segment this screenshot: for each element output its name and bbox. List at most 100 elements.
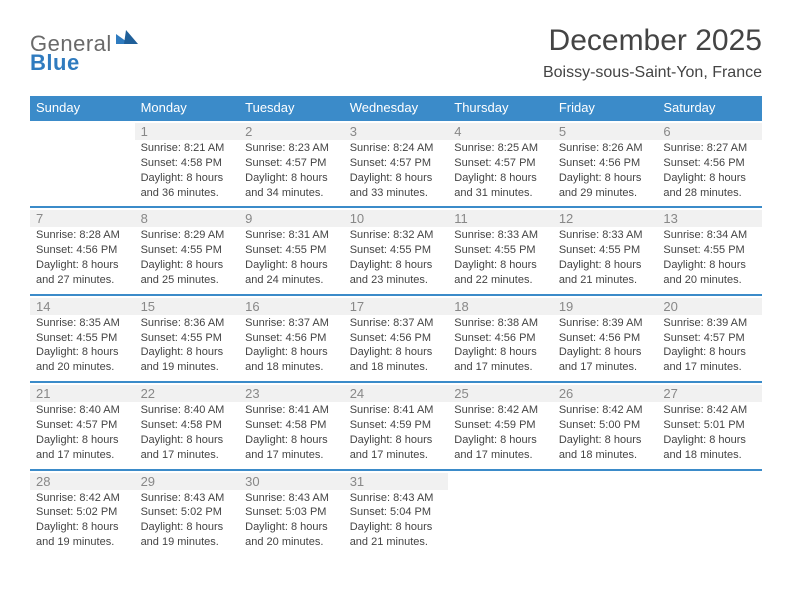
- day-cell: 21Sunrise: 8:40 AMSunset: 4:57 PMDayligh…: [30, 382, 135, 469]
- cell-sunrise: Sunrise: 8:42 AM: [663, 403, 756, 418]
- day-number: 9: [239, 210, 344, 227]
- cell-sunrise: Sunrise: 8:31 AM: [245, 228, 338, 243]
- cell-sunrise: Sunrise: 8:29 AM: [141, 228, 234, 243]
- day-cell: 4Sunrise: 8:25 AMSunset: 4:57 PMDaylight…: [448, 120, 553, 207]
- day-number: 7: [30, 210, 135, 227]
- cell-d1: Daylight: 8 hours: [245, 258, 338, 273]
- logo-mark-icon: [116, 28, 138, 49]
- week-row: 1Sunrise: 8:21 AMSunset: 4:58 PMDaylight…: [30, 120, 762, 207]
- weekday-header: Sunday: [30, 96, 135, 120]
- cell-sunrise: Sunrise: 8:39 AM: [559, 316, 652, 331]
- cell-sunrise: Sunrise: 8:41 AM: [350, 403, 443, 418]
- cell-d2: and 17 minutes.: [663, 360, 756, 375]
- cell-sunrise: Sunrise: 8:39 AM: [663, 316, 756, 331]
- cell-d2: and 17 minutes.: [36, 448, 129, 463]
- cell-d1: Daylight: 8 hours: [454, 171, 547, 186]
- week-row: 7Sunrise: 8:28 AMSunset: 4:56 PMDaylight…: [30, 207, 762, 294]
- cell-sunset: Sunset: 4:56 PM: [454, 331, 547, 346]
- cell-sunset: Sunset: 5:02 PM: [36, 505, 129, 520]
- day-cell: 5Sunrise: 8:26 AMSunset: 4:56 PMDaylight…: [553, 120, 658, 207]
- day-cell: 7Sunrise: 8:28 AMSunset: 4:56 PMDaylight…: [30, 207, 135, 294]
- cell-d1: Daylight: 8 hours: [36, 433, 129, 448]
- cell-sunrise: Sunrise: 8:42 AM: [454, 403, 547, 418]
- title-block: December 2025 Boissy-sous-Saint-Yon, Fra…: [543, 24, 762, 82]
- cell-sunrise: Sunrise: 8:40 AM: [36, 403, 129, 418]
- cell-d2: and 19 minutes.: [36, 535, 129, 550]
- day-number: 6: [657, 123, 762, 140]
- cell-d1: Daylight: 8 hours: [141, 433, 234, 448]
- cell-d2: and 19 minutes.: [141, 535, 234, 550]
- day-cell: [448, 470, 553, 556]
- day-cell: 14Sunrise: 8:35 AMSunset: 4:55 PMDayligh…: [30, 295, 135, 382]
- cell-sunset: Sunset: 4:59 PM: [350, 418, 443, 433]
- cell-d2: and 21 minutes.: [559, 273, 652, 288]
- day-number: 10: [344, 210, 449, 227]
- day-number: 21: [30, 385, 135, 402]
- cell-d2: and 24 minutes.: [245, 273, 338, 288]
- cell-sunset: Sunset: 4:55 PM: [141, 331, 234, 346]
- cell-sunrise: Sunrise: 8:34 AM: [663, 228, 756, 243]
- cell-d2: and 17 minutes.: [141, 448, 234, 463]
- cell-sunrise: Sunrise: 8:28 AM: [36, 228, 129, 243]
- cell-sunset: Sunset: 4:57 PM: [36, 418, 129, 433]
- day-cell: 1Sunrise: 8:21 AMSunset: 4:58 PMDaylight…: [135, 120, 240, 207]
- cell-sunrise: Sunrise: 8:42 AM: [559, 403, 652, 418]
- day-cell: 27Sunrise: 8:42 AMSunset: 5:01 PMDayligh…: [657, 382, 762, 469]
- day-cell: 31Sunrise: 8:43 AMSunset: 5:04 PMDayligh…: [344, 470, 449, 556]
- day-number: 13: [657, 210, 762, 227]
- cell-d1: Daylight: 8 hours: [36, 520, 129, 535]
- day-cell: 17Sunrise: 8:37 AMSunset: 4:56 PMDayligh…: [344, 295, 449, 382]
- cell-sunrise: Sunrise: 8:33 AM: [454, 228, 547, 243]
- cell-d1: Daylight: 8 hours: [454, 345, 547, 360]
- cell-sunset: Sunset: 4:56 PM: [559, 331, 652, 346]
- cell-sunrise: Sunrise: 8:25 AM: [454, 141, 547, 156]
- cell-d1: Daylight: 8 hours: [559, 433, 652, 448]
- cell-sunset: Sunset: 4:55 PM: [245, 243, 338, 258]
- cell-sunrise: Sunrise: 8:23 AM: [245, 141, 338, 156]
- cell-d2: and 23 minutes.: [350, 273, 443, 288]
- week-row: 28Sunrise: 8:42 AMSunset: 5:02 PMDayligh…: [30, 470, 762, 556]
- cell-d1: Daylight: 8 hours: [141, 258, 234, 273]
- cell-d1: Daylight: 8 hours: [559, 258, 652, 273]
- day-cell: [30, 120, 135, 207]
- cell-sunset: Sunset: 4:57 PM: [245, 156, 338, 171]
- day-cell: 8Sunrise: 8:29 AMSunset: 4:55 PMDaylight…: [135, 207, 240, 294]
- cell-sunset: Sunset: 5:03 PM: [245, 505, 338, 520]
- day-number: 20: [657, 298, 762, 315]
- day-cell: 29Sunrise: 8:43 AMSunset: 5:02 PMDayligh…: [135, 470, 240, 556]
- cell-sunset: Sunset: 4:58 PM: [141, 156, 234, 171]
- cell-sunrise: Sunrise: 8:33 AM: [559, 228, 652, 243]
- weekday-header: Thursday: [448, 96, 553, 120]
- day-number: 12: [553, 210, 658, 227]
- cell-sunset: Sunset: 4:57 PM: [350, 156, 443, 171]
- cell-d1: Daylight: 8 hours: [559, 171, 652, 186]
- cell-d1: Daylight: 8 hours: [350, 433, 443, 448]
- day-cell: 3Sunrise: 8:24 AMSunset: 4:57 PMDaylight…: [344, 120, 449, 207]
- cell-sunset: Sunset: 4:56 PM: [245, 331, 338, 346]
- cell-sunset: Sunset: 4:57 PM: [454, 156, 547, 171]
- cell-d1: Daylight: 8 hours: [141, 171, 234, 186]
- cell-sunset: Sunset: 4:55 PM: [663, 243, 756, 258]
- cell-d2: and 28 minutes.: [663, 186, 756, 201]
- weekday-header: Friday: [553, 96, 658, 120]
- cell-sunrise: Sunrise: 8:24 AM: [350, 141, 443, 156]
- cell-d1: Daylight: 8 hours: [36, 345, 129, 360]
- calendar-page: General December 2025 Boissy-sous-Saint-…: [0, 0, 792, 576]
- cell-sunset: Sunset: 4:57 PM: [663, 331, 756, 346]
- cell-d2: and 17 minutes.: [245, 448, 338, 463]
- cell-d2: and 17 minutes.: [454, 360, 547, 375]
- day-number: 4: [448, 123, 553, 140]
- day-cell: 30Sunrise: 8:43 AMSunset: 5:03 PMDayligh…: [239, 470, 344, 556]
- day-number: 8: [135, 210, 240, 227]
- day-number: 15: [135, 298, 240, 315]
- cell-sunset: Sunset: 4:56 PM: [663, 156, 756, 171]
- day-cell: 10Sunrise: 8:32 AMSunset: 4:55 PMDayligh…: [344, 207, 449, 294]
- cell-d2: and 29 minutes.: [559, 186, 652, 201]
- cell-sunset: Sunset: 4:58 PM: [141, 418, 234, 433]
- day-cell: 23Sunrise: 8:41 AMSunset: 4:58 PMDayligh…: [239, 382, 344, 469]
- day-number: 28: [30, 473, 135, 490]
- cell-d1: Daylight: 8 hours: [350, 171, 443, 186]
- day-number: 25: [448, 385, 553, 402]
- cell-sunset: Sunset: 5:01 PM: [663, 418, 756, 433]
- day-cell: 19Sunrise: 8:39 AMSunset: 4:56 PMDayligh…: [553, 295, 658, 382]
